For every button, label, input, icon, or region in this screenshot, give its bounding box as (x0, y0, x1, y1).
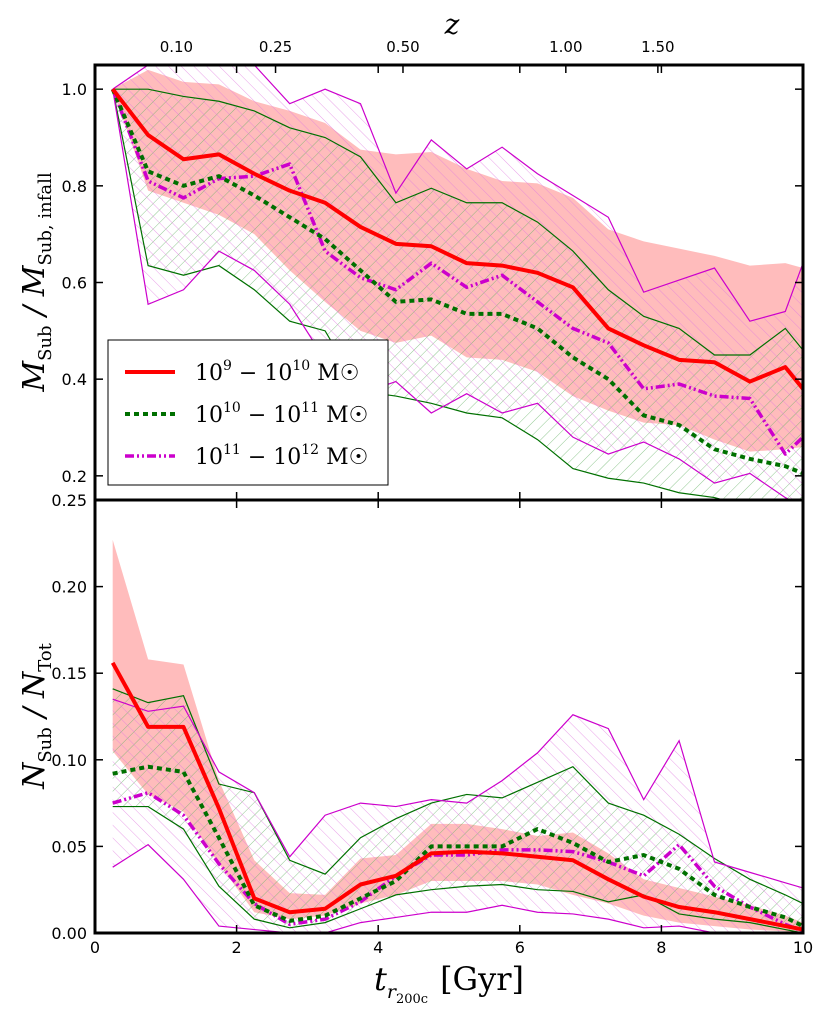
bottom-mid-lower-bound (112, 805, 803, 933)
top-series-mid (110, 88, 803, 476)
bottom-ytick-label: 0.10 (51, 751, 87, 770)
legend-label-mid: 1010 − 1011 M☉ (195, 400, 368, 428)
bottom-series-mid (112, 764, 803, 928)
redshift-axis: 0.10 0.25 0.50 1.00 1.50 (160, 38, 675, 73)
top-panel: 0.2 0.4 0.6 0.8 1.0 (62, 63, 805, 502)
legend-label-high: 1011 − 1012 M☉ (195, 442, 368, 470)
bottom-ytick-label: 0.25 (51, 491, 87, 510)
top-ytick-label: 0.8 (62, 177, 87, 196)
top-ytick-label: 0.2 (62, 467, 87, 486)
top-high-lower-bound (112, 89, 791, 500)
bottom-plot-area (110, 539, 803, 933)
redshift-tick-label: 0.10 (160, 38, 193, 56)
bottom-band-high (112, 699, 803, 933)
bottom-high-lower-bound (112, 843, 803, 933)
top-ylabel: MSub / MSub, infall (17, 172, 56, 392)
x-axis-label: tr200c[Gyr] (374, 960, 524, 1007)
bottom-ytick-label: 0.15 (51, 664, 87, 683)
redshift-tick-label: 0.25 (259, 38, 292, 56)
bottom-frame (93, 498, 805, 935)
top-mid-upper-bound (112, 88, 803, 356)
x-tick-label: 8 (656, 938, 666, 957)
bottom-panel: 0.00 0.05 0.10 0.15 0.20 0.25 0 2 4 6 8 10 (51, 491, 813, 957)
top-ytick-label: 1.0 (62, 80, 87, 99)
bottom-ytick-label: 0.20 (51, 578, 87, 597)
redshift-tick-label: 1.00 (549, 38, 582, 56)
bottom-mid-upper-bound (112, 688, 803, 905)
bottom-series-high (112, 790, 803, 933)
top-plot-area (110, 65, 803, 500)
bottom-ytick-label: 0.05 (51, 837, 87, 856)
x-tick-label: 0 (90, 938, 100, 957)
bottom-series-low (110, 661, 803, 932)
bottom-ytick-label: 0.00 (51, 924, 87, 943)
x-tick-label: 10 (793, 938, 813, 957)
redshift-axis-label: z (444, 8, 460, 41)
x-tick-label: 2 (232, 938, 242, 957)
top-ytick-label: 0.6 (62, 274, 87, 293)
bottom-ylabel-text: NSub / NTot (17, 642, 56, 790)
bottom-ylabel: NSub / NTot (17, 642, 56, 790)
top-high-upper-bound (112, 65, 803, 322)
top-mid-lower-bound (112, 89, 726, 500)
x-tick-label: 6 (515, 938, 525, 957)
top-ylabel-text: MSub / MSub, infall (17, 172, 56, 392)
top-ytick-label: 0.4 (62, 370, 87, 389)
top-series-high (111, 88, 803, 456)
x-tick-label: 4 (373, 938, 383, 957)
redshift-tick-label: 0.50 (386, 38, 419, 56)
top-series-low (111, 87, 803, 391)
redshift-tick-label: 1.50 (641, 38, 674, 56)
top-band-high (112, 65, 803, 500)
legend-label-low: 109 − 1010 M☉ (195, 358, 359, 386)
bottom-high-upper-bound (112, 698, 803, 889)
legend: 109 − 1010 M☉ 1010 − 1011 M☉ 1011 − 1012 M… (107, 339, 389, 486)
